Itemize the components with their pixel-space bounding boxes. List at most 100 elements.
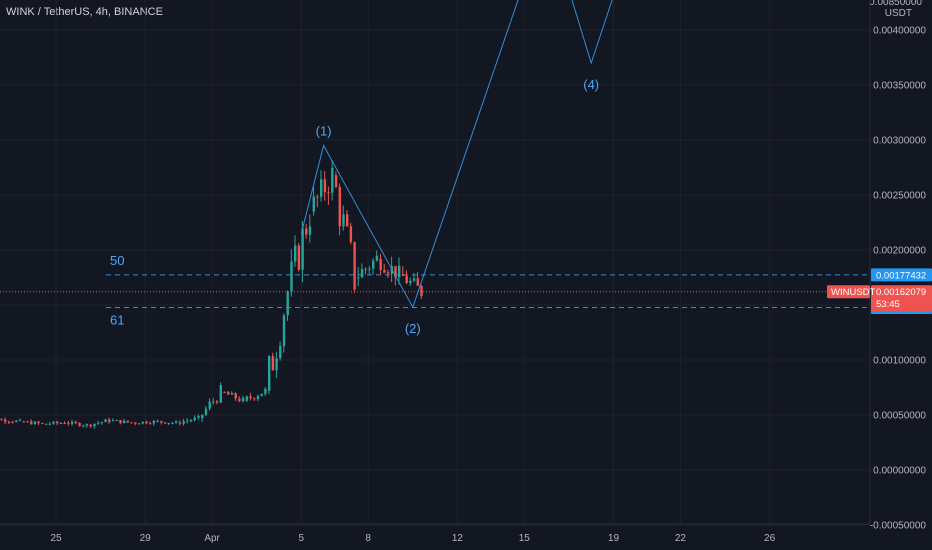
y-tick-label: 0.00250000 bbox=[873, 191, 926, 202]
fib-label-50: 50 bbox=[110, 253, 124, 268]
y-tick-label: -0.00050000 bbox=[870, 521, 927, 532]
wave-label: (2) bbox=[405, 321, 421, 336]
candle-body bbox=[4, 419, 7, 422]
y-tick-label: 0.00050000 bbox=[873, 411, 926, 422]
candle-body bbox=[26, 421, 29, 423]
x-tick-label: 29 bbox=[140, 533, 152, 544]
candle-body bbox=[97, 422, 100, 424]
y-tick-label: 0.00100000 bbox=[873, 356, 926, 367]
wave-label: (1) bbox=[316, 124, 332, 139]
candle-body bbox=[260, 393, 263, 397]
candle-body bbox=[360, 269, 364, 278]
candle-body bbox=[334, 175, 338, 188]
candle-body bbox=[63, 423, 66, 425]
candle-body bbox=[134, 422, 137, 424]
candle-body bbox=[175, 421, 178, 423]
candle-body bbox=[100, 422, 104, 424]
y-tick-label: 0.00000000 bbox=[873, 466, 926, 477]
candle-body bbox=[11, 421, 14, 423]
candle-body bbox=[308, 226, 312, 235]
candle-body bbox=[420, 285, 423, 297]
candle-body bbox=[149, 423, 152, 425]
price-axis: 0.008000000.007500000.007000000.00650000… bbox=[870, 26, 927, 532]
x-tick-label: 12 bbox=[452, 533, 464, 544]
fib-levels: 50 61 bbox=[0, 253, 870, 328]
axis-unit-top: 0.00850000 bbox=[869, 0, 922, 8]
candle-body bbox=[0, 419, 3, 421]
candle-body bbox=[338, 187, 341, 227]
candle-body bbox=[301, 228, 304, 270]
y-tick-label: 0.00350000 bbox=[873, 81, 926, 92]
candle-body bbox=[130, 422, 133, 424]
candle-body bbox=[279, 346, 282, 359]
candle-body bbox=[331, 167, 334, 193]
candle-body bbox=[386, 272, 390, 274]
candle-body bbox=[93, 423, 96, 427]
candle-body bbox=[37, 421, 40, 424]
candle-body bbox=[186, 420, 189, 422]
candle-body bbox=[230, 392, 234, 395]
candle-body bbox=[268, 356, 271, 391]
time-axis: 25 29 Apr 5 8 12 15 19 22 26 bbox=[50, 533, 775, 544]
candle-body bbox=[342, 214, 345, 227]
candle-body bbox=[171, 422, 174, 424]
fib-label-61: 61 bbox=[110, 313, 124, 328]
wave-label: (4) bbox=[583, 77, 599, 92]
candle-body bbox=[189, 420, 193, 422]
candle-body bbox=[383, 269, 386, 273]
tag-level-50-text: 0.00177432 bbox=[876, 270, 926, 281]
candle-body bbox=[353, 242, 356, 290]
candle-body bbox=[82, 425, 85, 427]
candle-body bbox=[7, 421, 11, 423]
candle-body bbox=[271, 356, 275, 371]
candle-body bbox=[275, 358, 278, 371]
candle-body bbox=[123, 420, 126, 424]
candle-body bbox=[364, 268, 367, 270]
candle-body bbox=[238, 398, 241, 402]
candle-body bbox=[312, 196, 315, 212]
candle-body bbox=[401, 274, 405, 276]
candle-body bbox=[357, 277, 360, 279]
candle-body bbox=[290, 261, 293, 292]
candle-body bbox=[253, 398, 256, 400]
candle-body bbox=[215, 401, 219, 403]
candles bbox=[0, 160, 423, 429]
candle-body bbox=[264, 388, 267, 394]
candle-body bbox=[212, 401, 215, 403]
candle-body bbox=[15, 420, 18, 423]
tag-current-price-text: 53:45 bbox=[876, 299, 900, 310]
candle-body bbox=[145, 421, 148, 424]
x-tick-label: 5 bbox=[299, 533, 305, 544]
candle-body bbox=[108, 419, 111, 423]
wave-path bbox=[300, 0, 613, 309]
candle-body bbox=[178, 422, 182, 424]
candle-body bbox=[286, 292, 289, 316]
candle-body bbox=[409, 280, 412, 284]
candle-body bbox=[111, 420, 115, 422]
candle-body bbox=[56, 421, 59, 424]
candle-body bbox=[316, 196, 319, 198]
candle-body bbox=[375, 255, 379, 261]
candle-body bbox=[48, 423, 52, 425]
candle-body bbox=[294, 245, 297, 262]
tag-level-50: 0.00177432 bbox=[871, 268, 932, 282]
candle-body bbox=[201, 414, 204, 419]
candle-body bbox=[234, 392, 237, 399]
x-tick-label: 25 bbox=[50, 533, 62, 544]
axis-unit-label: USDT bbox=[884, 8, 912, 19]
tag-current-price-symbol: WINUSDT bbox=[831, 287, 876, 298]
x-tick-label: 22 bbox=[675, 533, 687, 544]
tag-current-price-bg bbox=[871, 285, 932, 312]
candle-body bbox=[156, 421, 159, 423]
candle-body bbox=[85, 424, 89, 426]
candle-body bbox=[52, 421, 55, 424]
candle-body bbox=[71, 421, 74, 424]
candle-body bbox=[137, 423, 141, 425]
x-tick-label: 8 bbox=[365, 533, 371, 544]
candle-body bbox=[208, 401, 211, 409]
candle-body bbox=[78, 422, 81, 426]
candle-body bbox=[227, 392, 230, 395]
candle-body bbox=[241, 397, 245, 402]
